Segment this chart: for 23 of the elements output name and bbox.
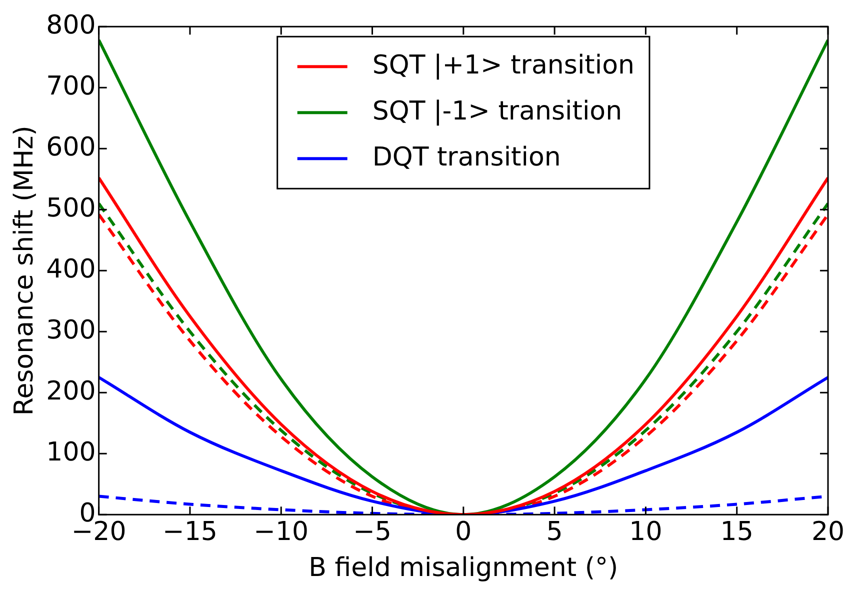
x-tick-label: 15 — [720, 516, 754, 547]
y-tick-label: 200 — [46, 376, 96, 406]
x-tick-label: 20 — [811, 516, 845, 547]
y-tick-label: 500 — [46, 193, 96, 224]
line-series — [98, 376, 828, 515]
x-tick-label: 10 — [629, 516, 662, 547]
legend-label: DQT transition — [372, 142, 561, 172]
y-tick-label: 800 — [46, 10, 96, 40]
x-axis-title: B field misalignment (°) — [308, 553, 618, 584]
y-tick-label: 600 — [46, 132, 96, 162]
x-tick-label: −10 — [254, 516, 309, 547]
x-tick-label: −5 — [353, 516, 392, 547]
y-tick-label: 100 — [46, 437, 96, 468]
line-series — [98, 38, 828, 515]
x-tick-label: −15 — [162, 516, 218, 547]
y-tick-label: 400 — [46, 254, 96, 284]
y-tick-label: 700 — [46, 71, 96, 102]
y-axis-title: Resonance shift (MHz) — [9, 126, 40, 416]
legend-label: SQT |+1> transition — [372, 50, 634, 80]
x-tick-label: 5 — [546, 516, 563, 547]
y-tick-label: 300 — [46, 315, 96, 346]
legend-label: SQT |-1> transition — [372, 96, 622, 126]
x-tick-label: 0 — [455, 516, 472, 547]
